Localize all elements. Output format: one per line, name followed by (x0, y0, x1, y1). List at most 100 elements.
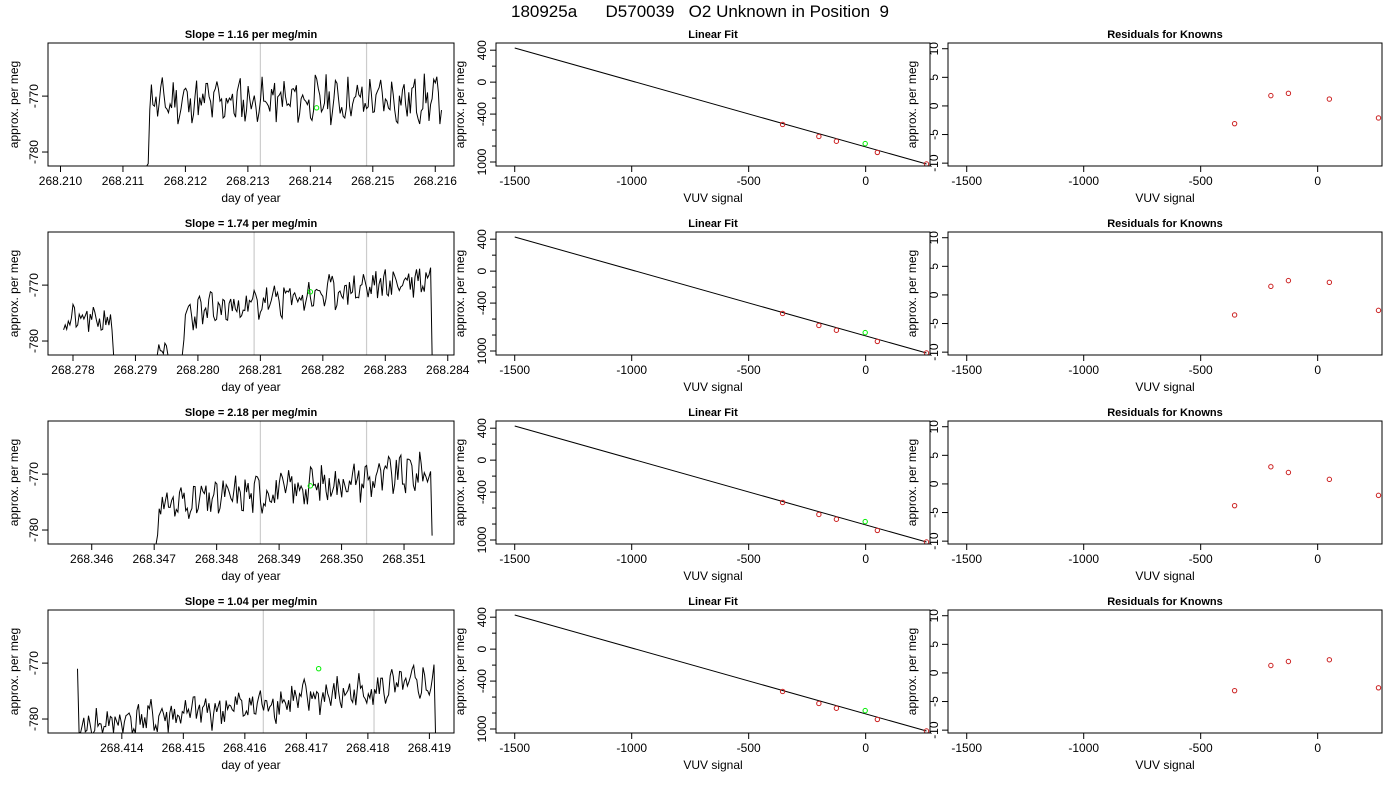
plot-frame (947, 420, 1383, 545)
unknown-point (862, 707, 868, 714)
known-point (816, 133, 822, 140)
plot-frame (47, 420, 455, 545)
fit-line (514, 47, 927, 165)
x-tick-label: 0 (1314, 363, 1321, 377)
x-tick-label: -500 (737, 741, 761, 755)
y-tick-label: 0 (475, 78, 489, 85)
y-tick-label: -400 (475, 669, 489, 693)
panel-title: Residuals for Knowns (1107, 29, 1223, 41)
panel-title: Linear Fit (688, 596, 738, 608)
x-axis-label: VUV signal (1135, 191, 1194, 205)
known-point (923, 161, 930, 166)
x-tick-label: -1000 (1068, 741, 1099, 755)
panel-fit-2: Linear Fit -1500 -1000 -500 0 400 0 -400 1000 VUV… (453, 218, 931, 394)
y-tick-label: -10 (927, 154, 941, 172)
residual-point (1231, 312, 1238, 318)
y-axis-label: approx. per meg (453, 439, 467, 526)
data-trace (155, 451, 433, 544)
known-point (833, 327, 840, 333)
x-tick-label: 268.212 (164, 174, 208, 188)
x-tick-label: 268.210 (39, 174, 83, 188)
x-tick-label: 268.419 (408, 741, 452, 755)
y-tick-label: 400 (475, 40, 489, 60)
x-tick-label: 268.284 (426, 363, 470, 377)
known-point (874, 338, 881, 345)
fit-line (514, 425, 927, 543)
unknown-marker (307, 289, 314, 295)
x-tick-label: -1000 (616, 174, 647, 188)
y-tick-label: -780 (27, 707, 41, 731)
y-axis-label: approx. per meg (453, 628, 467, 715)
x-axis-label: VUV signal (683, 380, 742, 394)
y-tick-label: 5 (927, 74, 941, 81)
residual-point (1326, 476, 1333, 483)
x-axis-label: VUV signal (1135, 758, 1194, 772)
data-trace (146, 73, 442, 166)
unknown-marker (307, 483, 314, 489)
panel-time-4: Slope = 1.04 per meg/min 268.414 268.415 26… (7, 596, 455, 772)
x-tick-label: 268.280 (176, 363, 220, 377)
y-tick-label: -5 (927, 129, 941, 140)
x-tick-label: -1500 (499, 741, 530, 755)
x-tick-label: -1500 (499, 174, 530, 188)
plot-frame (47, 42, 455, 167)
plot-area (1231, 277, 1382, 318)
x-tick-label: 268.216 (414, 174, 458, 188)
plot-frame (495, 42, 931, 167)
x-tick-label: 268.417 (285, 741, 329, 755)
x-tick-label: 268.348 (195, 552, 239, 566)
x-tick-label: -500 (1189, 552, 1213, 566)
x-tick-label: -1000 (1068, 363, 1099, 377)
x-tick-label: -1000 (616, 552, 647, 566)
x-tick-label: 0 (862, 741, 869, 755)
x-tick-label: 268.349 (257, 552, 301, 566)
x-tick-label: 0 (1314, 174, 1321, 188)
x-tick-label: -1500 (951, 174, 982, 188)
y-tick-label: 10 (927, 231, 941, 245)
known-point (874, 527, 881, 534)
panel-resid-2: Residuals for Knowns -1500 -1000 -500 0 10 5 0 -… (905, 218, 1383, 394)
panel-time-1: Slope = 1.16 per meg/min 268.210 268.211 26… (7, 29, 457, 205)
x-axis-label: VUV signal (1135, 380, 1194, 394)
y-axis-label: approx. per meg (453, 61, 467, 148)
x-tick-label: 268.213 (226, 174, 270, 188)
residual-point (1231, 502, 1238, 509)
residual-point (1326, 96, 1333, 102)
x-tick-label: -1500 (499, 552, 530, 566)
y-tick-label: 1000 (475, 526, 489, 553)
y-tick-label: -770 (27, 84, 41, 108)
x-tick-label: 268.282 (301, 363, 345, 377)
x-tick-label: 268.414 (100, 741, 144, 755)
y-axis-label: approx. per meg (7, 439, 21, 526)
unknown-point (862, 140, 868, 147)
x-tick-label: 268.347 (132, 552, 176, 566)
y-tick-label: -400 (475, 102, 489, 126)
y-tick-label: 0 (475, 456, 489, 463)
y-tick-label: 10 (927, 420, 941, 434)
x-tick-label: -1000 (1068, 174, 1099, 188)
panel-title: Residuals for Knowns (1107, 218, 1223, 230)
known-point (833, 516, 840, 522)
plot-area (1231, 464, 1382, 509)
known-point (923, 728, 930, 733)
known-point (833, 138, 840, 144)
residual-point (1268, 662, 1274, 669)
y-tick-label: 5 (927, 452, 941, 459)
x-tick-label: -1500 (951, 363, 982, 377)
residual-point (1375, 492, 1382, 499)
x-axis-label: day of year (221, 569, 280, 583)
plot-area (514, 236, 930, 355)
y-tick-label: 0 (927, 480, 941, 487)
y-tick-label: -10 (927, 343, 941, 361)
x-tick-label: 268.418 (346, 741, 390, 755)
y-tick-label: -770 (27, 651, 41, 675)
plot-area (155, 421, 433, 544)
panel-resid-1: Residuals for Knowns -1500 -1000 -500 0 10 5 0 -… (905, 29, 1383, 205)
data-trace (63, 302, 115, 355)
y-tick-label: -5 (927, 507, 941, 518)
residual-point (1231, 687, 1238, 694)
y-tick-label: 0 (927, 669, 941, 676)
x-tick-label: 268.215 (351, 174, 395, 188)
y-tick-label: -400 (475, 480, 489, 504)
known-point (833, 705, 840, 711)
